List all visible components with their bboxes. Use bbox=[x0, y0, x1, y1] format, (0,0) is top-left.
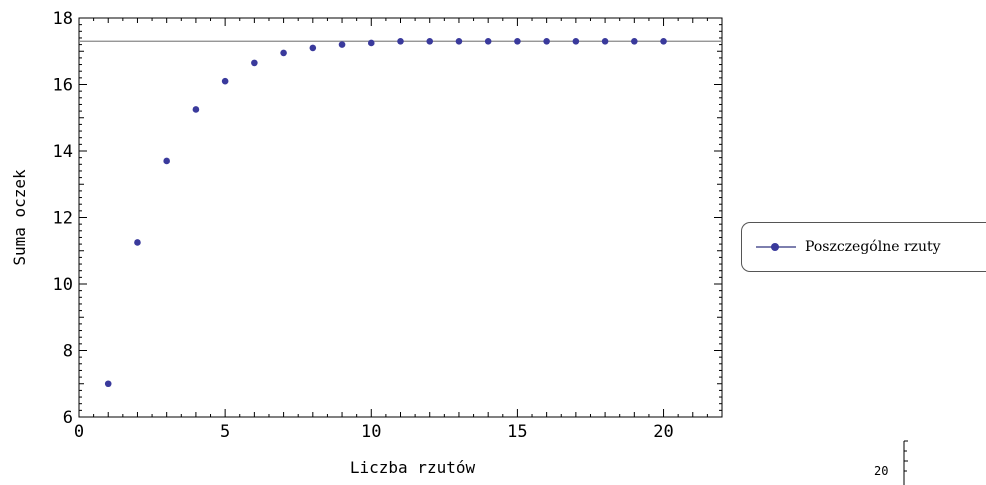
axis-ticks bbox=[78, 17, 723, 418]
x-tick-label: 10 bbox=[361, 422, 381, 442]
data-point bbox=[601, 37, 609, 45]
data-point bbox=[660, 37, 667, 45]
y-tick-label: 12 bbox=[53, 209, 73, 229]
data-point bbox=[631, 37, 638, 45]
data-point bbox=[280, 49, 287, 57]
data-point bbox=[192, 106, 200, 113]
data-point bbox=[104, 380, 112, 388]
y-axis-title: Suma oczek bbox=[10, 169, 29, 266]
tick-labels: 0 5 10 15 20 6 8 10 12 14 16 18 bbox=[53, 9, 674, 442]
x-tick-label: 20 bbox=[653, 422, 673, 442]
partial-axis-fragment: 20 bbox=[874, 435, 914, 485]
y-tick-label: 10 bbox=[53, 275, 73, 295]
y-tick-label: 14 bbox=[53, 142, 73, 162]
legend-marker bbox=[771, 243, 779, 251]
partial-axis-tick-label: 20 bbox=[874, 464, 889, 478]
data-point bbox=[221, 77, 229, 85]
legend-label: Poszczególne rzuty bbox=[805, 239, 941, 255]
data-point bbox=[484, 37, 492, 45]
x-tick-label: 15 bbox=[507, 422, 527, 442]
x-axis-title: Liczba rzutów bbox=[350, 458, 476, 477]
data-point bbox=[251, 59, 258, 67]
partial-axis-line bbox=[903, 440, 908, 485]
data-point bbox=[163, 157, 170, 165]
data-point bbox=[572, 37, 580, 45]
x-tick-label: 5 bbox=[220, 422, 230, 442]
data-point bbox=[338, 41, 346, 48]
data-point bbox=[426, 37, 434, 45]
y-tick-label: 18 bbox=[53, 9, 73, 29]
y-tick-label: 6 bbox=[63, 408, 73, 428]
data-point bbox=[309, 44, 317, 52]
data-points bbox=[104, 37, 667, 388]
data-point bbox=[367, 39, 375, 47]
data-point bbox=[134, 239, 141, 246]
plot-frame bbox=[78, 17, 723, 418]
legend-swatch bbox=[756, 240, 796, 254]
legend: Poszczególne rzuty bbox=[741, 222, 986, 272]
y-tick-label: 8 bbox=[63, 342, 73, 362]
data-point bbox=[514, 37, 521, 45]
data-point bbox=[397, 37, 404, 45]
plot-border bbox=[78, 17, 723, 418]
y-tick-label: 16 bbox=[53, 76, 73, 96]
x-tick-label: 0 bbox=[74, 422, 84, 442]
data-point bbox=[543, 37, 550, 45]
data-point bbox=[455, 37, 463, 45]
